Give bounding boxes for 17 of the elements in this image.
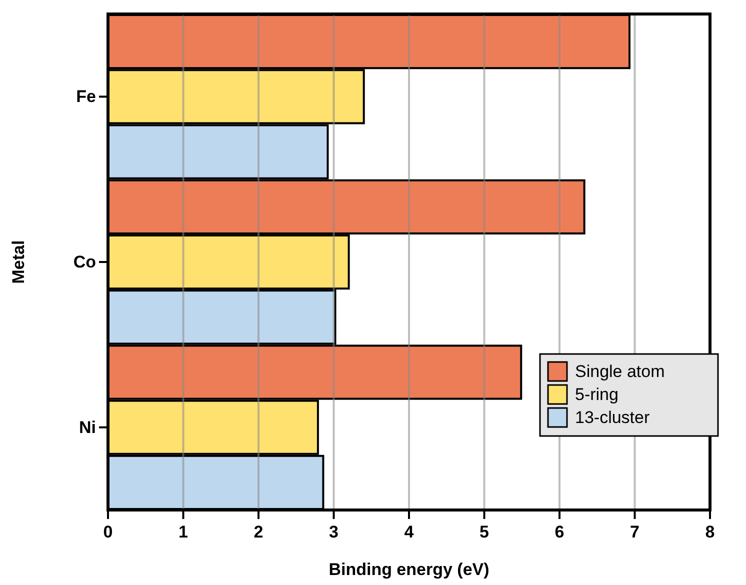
x-tick-label: 3 <box>329 522 338 542</box>
y-tick-label: Ni <box>79 418 96 437</box>
x-tick-label: 0 <box>103 522 113 542</box>
x-tick-label: 8 <box>705 522 715 542</box>
x-tick-label: 4 <box>404 522 414 542</box>
x-tick-label: 2 <box>254 522 264 542</box>
legend-label: 5-ring <box>575 385 618 404</box>
legend-label: 13-cluster <box>575 408 650 427</box>
x-tick-label: 5 <box>480 522 489 542</box>
y-axis-title: Metal <box>9 240 28 284</box>
x-tick-label: 1 <box>178 522 188 542</box>
x-tick-label: 7 <box>630 522 640 542</box>
x-tick-label: 6 <box>554 522 564 542</box>
y-tick-label: Co <box>73 252 96 272</box>
legend-label: Single atom <box>575 362 665 381</box>
x-axis-title: Binding energy (eV) <box>328 560 490 579</box>
y-tick-label: Fe <box>76 87 96 106</box>
